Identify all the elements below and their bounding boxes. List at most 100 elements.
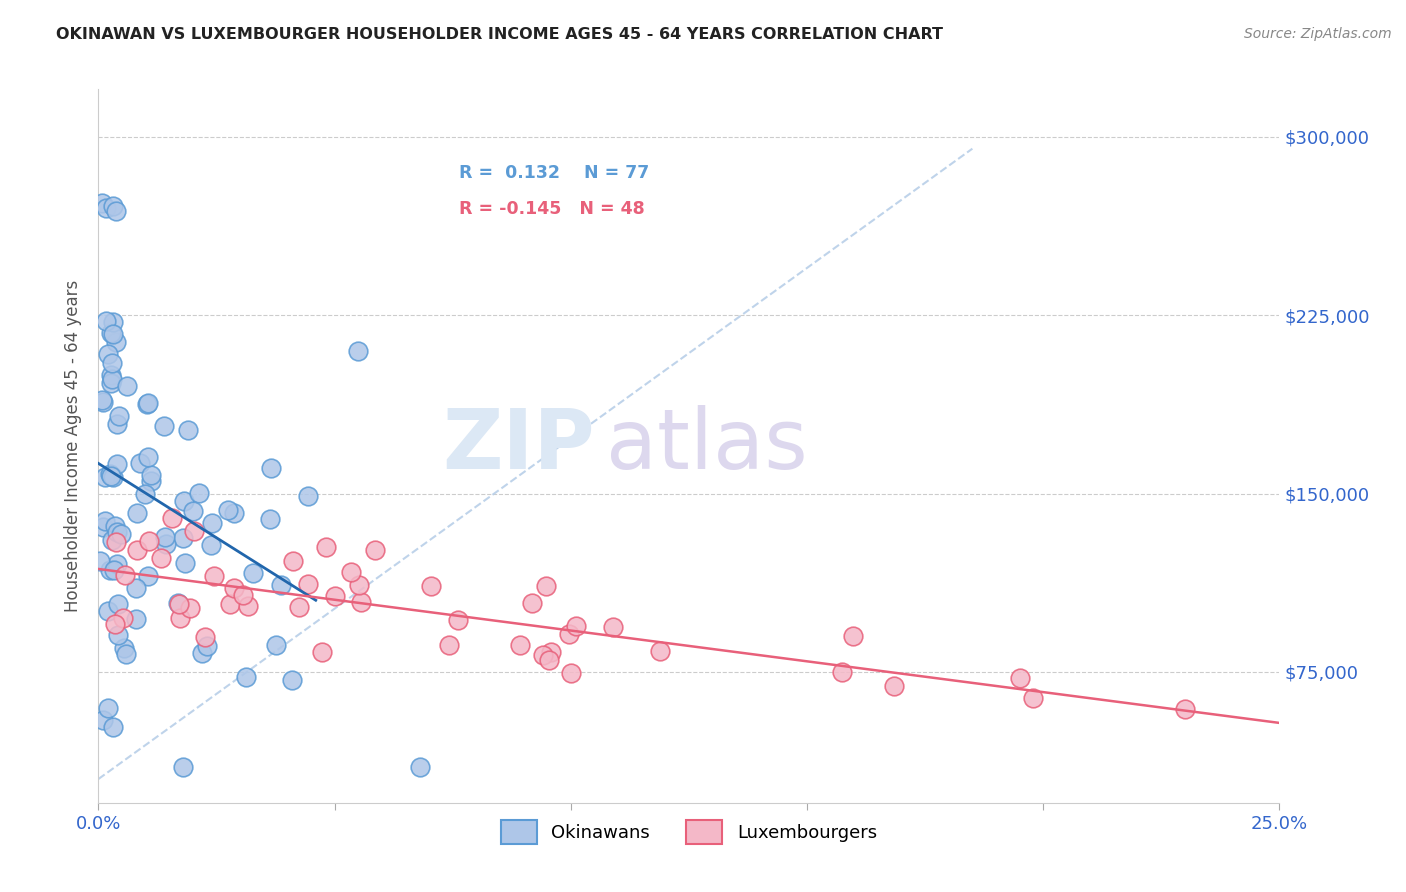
- Point: [136, 396, 159, 410]
- Point: [288, 599, 311, 614]
- Point: [270, 578, 292, 592]
- Point: [101, 327, 124, 342]
- Point: [100, 368, 122, 382]
- Point: [520, 596, 543, 610]
- Text: R =  0.132    N = 77: R = 0.132 N = 77: [458, 164, 650, 182]
- Point: [169, 611, 191, 625]
- Point: [167, 597, 190, 611]
- Point: [94, 470, 117, 484]
- Point: [105, 417, 128, 431]
- Point: [100, 356, 122, 370]
- Point: [183, 524, 205, 539]
- Point: [446, 613, 468, 627]
- Legend: Okinawans, Luxembourgers: Okinawans, Luxembourgers: [494, 814, 884, 851]
- Point: [648, 644, 671, 658]
- Text: R = -0.145   N = 48: R = -0.145 N = 48: [458, 200, 644, 218]
- Text: atlas: atlas: [606, 406, 808, 486]
- Point: [107, 597, 129, 611]
- Point: [114, 647, 136, 661]
- Point: [259, 512, 281, 526]
- Point: [125, 543, 148, 558]
- Point: [100, 469, 122, 483]
- Point: [842, 630, 865, 644]
- Point: [315, 541, 337, 555]
- Point: [1008, 671, 1031, 685]
- Point: [94, 201, 117, 215]
- Point: [105, 203, 128, 218]
- Point: [420, 579, 443, 593]
- Point: [149, 550, 172, 565]
- Point: [534, 579, 557, 593]
- Point: [236, 599, 259, 613]
- Point: [91, 196, 114, 211]
- Point: [91, 713, 114, 727]
- Point: [531, 648, 554, 662]
- Point: [96, 604, 118, 618]
- Point: [127, 506, 149, 520]
- Point: [141, 474, 163, 488]
- Point: [167, 596, 190, 610]
- Point: [195, 640, 218, 654]
- Point: [173, 494, 195, 508]
- Text: OKINAWAN VS LUXEMBOURGER HOUSEHOLDER INCOME AGES 45 - 64 YEARS CORRELATION CHART: OKINAWAN VS LUXEMBOURGER HOUSEHOLDER INC…: [56, 27, 943, 42]
- Point: [136, 397, 159, 411]
- Text: Source: ZipAtlas.com: Source: ZipAtlas.com: [1244, 27, 1392, 41]
- Point: [110, 526, 132, 541]
- Point: [1174, 701, 1197, 715]
- Point: [281, 673, 304, 688]
- Point: [560, 665, 582, 680]
- Point: [602, 620, 624, 634]
- Point: [194, 630, 217, 644]
- Point: [93, 394, 115, 409]
- Point: [281, 554, 304, 568]
- Point: [94, 515, 117, 529]
- Point: [125, 612, 148, 626]
- Point: [181, 504, 204, 518]
- Point: [325, 590, 347, 604]
- Point: [105, 457, 128, 471]
- Point: [155, 530, 177, 544]
- Point: [232, 588, 254, 602]
- Point: [115, 379, 138, 393]
- Point: [89, 554, 111, 568]
- Point: [101, 371, 124, 385]
- Point: [187, 486, 209, 500]
- Point: [101, 199, 124, 213]
- Point: [364, 543, 387, 558]
- Point: [91, 520, 114, 534]
- Point: [509, 638, 531, 652]
- Point: [266, 638, 288, 652]
- Point: [202, 568, 225, 582]
- Point: [134, 487, 156, 501]
- Point: [883, 679, 905, 693]
- Point: [136, 569, 159, 583]
- Y-axis label: Householder Income Ages 45 - 64 years: Householder Income Ages 45 - 64 years: [65, 280, 83, 612]
- Point: [1022, 690, 1045, 705]
- Point: [104, 519, 127, 533]
- Point: [179, 601, 201, 615]
- Point: [100, 326, 122, 340]
- Point: [98, 467, 121, 482]
- Point: [100, 376, 122, 390]
- Point: [177, 423, 200, 437]
- Point: [200, 538, 222, 552]
- Point: [160, 511, 183, 525]
- Point: [191, 646, 214, 660]
- Point: [155, 537, 177, 551]
- Point: [101, 720, 124, 734]
- Point: [153, 418, 176, 433]
- Point: [108, 409, 131, 423]
- Point: [105, 525, 128, 540]
- Point: [136, 450, 159, 464]
- Text: ZIP: ZIP: [441, 406, 595, 486]
- Point: [103, 563, 125, 577]
- Point: [347, 578, 370, 592]
- Point: [311, 645, 333, 659]
- Point: [219, 597, 242, 611]
- Point: [235, 670, 257, 684]
- Point: [174, 556, 197, 570]
- Point: [97, 700, 120, 714]
- Point: [128, 456, 150, 470]
- Point: [105, 557, 128, 571]
- Point: [90, 392, 112, 407]
